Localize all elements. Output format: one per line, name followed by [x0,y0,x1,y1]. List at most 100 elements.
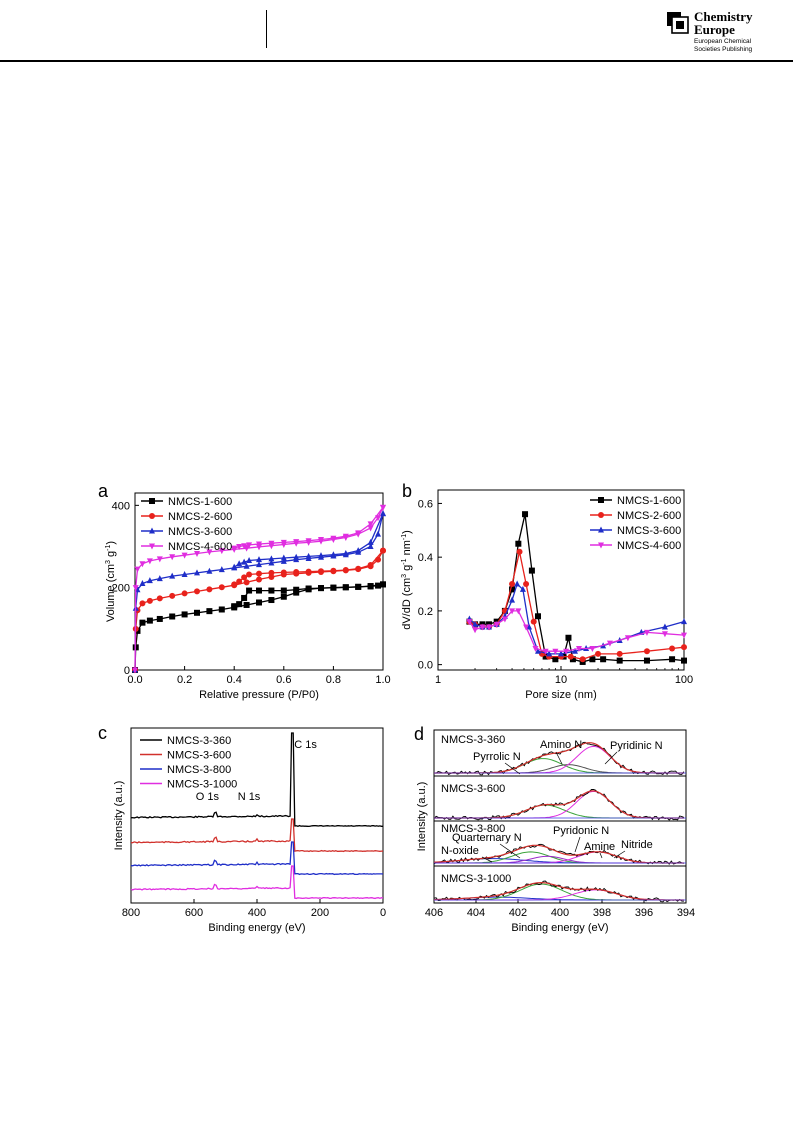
data-point [563,648,570,655]
data-point [236,560,243,567]
data-point [256,561,262,568]
data-point [139,619,146,626]
legend-label: NMCS-3-1000 [167,779,237,791]
annotation-amino-n: Amino N [540,739,582,751]
data-point [600,656,607,663]
data-point [256,570,262,577]
x-axis-tick-label: 0.8 [326,674,341,686]
data-point [472,627,479,634]
x-axis-label: Binding energy (eV) [511,922,608,934]
data-point [669,656,676,663]
data-point [194,551,200,558]
data-point [243,562,250,569]
series-line-NMCS-2-600 [469,551,685,660]
annotation-leader [604,751,618,765]
data-point [305,538,312,545]
data-point [236,544,243,551]
legend-label: NMCS-4-600 [617,540,681,552]
data-point [146,617,153,624]
logo-mark-icon [667,12,689,34]
x-axis-tick-label: 0.4 [227,674,242,686]
data-point [236,578,243,585]
x-axis-tick-label: 10 [555,674,567,686]
data-point [231,581,238,588]
x-axis-tick-label: 600 [185,907,203,919]
data-point [355,547,362,554]
x-axis-tick-label: 200 [311,907,329,919]
data-point [194,569,200,576]
panel-a: a 0.0 0.2 0.4 0.6 0.8 1.0 0 200 400 Relative press… [98,481,391,701]
data-point [280,554,287,561]
data-point [375,530,382,537]
annotation-quarternary-n: Quarternary N [452,832,522,844]
data-point [241,594,248,601]
data-point [501,616,508,623]
data-point [552,648,559,655]
data-point [669,645,676,652]
data-point [206,567,213,574]
x-axis-tick-label: 394 [677,907,695,919]
x-axis-tick-label: 800 [122,907,140,919]
data-point [305,568,312,575]
annotation-leader [481,856,493,863]
annotation-nitride: Nitride [621,839,653,851]
data-point [534,647,541,654]
x-axis-tick-label: 0.2 [177,674,192,686]
data-point [589,646,596,653]
data-point [509,608,516,615]
data-point [318,585,324,592]
data-point [139,580,146,587]
data-point [616,650,623,657]
x-axis-label: Pore size (nm) [525,689,597,701]
legend-marker [598,526,604,533]
data-point [522,511,529,518]
data-point [579,656,586,663]
data-point [146,597,153,604]
y-axis-label: Intensity (a.u.) [416,782,428,852]
subplot-title: NMCS-3-800 [441,823,505,835]
data-point [493,621,500,628]
x-axis-tick-label: 0.0 [127,674,142,686]
x-axis-tick-label: 398 [593,907,611,919]
legend-label: NMCS-4-600 [168,541,232,553]
annotation-pyrrolic-n: Pyrrolic N [473,751,521,763]
logo-subtitle-line2: Societies Publishing [694,46,753,53]
panel-d: d 406 404 402 400 398 396 394 Binding energy (eV… [414,724,695,934]
annotation-leader [499,843,521,859]
x-axis-tick-label: 406 [425,907,443,919]
data-point [156,575,163,582]
annotation-leader [504,762,521,775]
data-point [534,613,541,620]
panel-c: c 800 600 400 200 0 Binding energy (eV) Intensi… [98,723,386,934]
data-point [681,657,687,664]
y-axis-tick-label: 0.0 [418,660,433,672]
legend-label: NMCS-2-600 [168,511,232,523]
data-point [367,525,374,532]
x-axis-tick-label: 400 [551,907,569,919]
legend-label: NMCS-1-600 [617,495,681,507]
header-separator-line [266,10,267,48]
data-point [479,624,486,631]
data-point [342,566,349,573]
data-point [318,537,324,544]
data-point [206,549,213,556]
data-point [293,539,300,546]
data-point [509,596,516,603]
data-point [218,566,225,573]
legend-marker [149,513,155,519]
data-point [139,600,146,607]
y-axis-label: Intensity (a.u.) [113,781,125,851]
data-point [552,656,559,663]
data-point [661,631,668,638]
subplot-title: NMCS-3-360 [441,734,505,746]
data-point [305,552,312,559]
data-point [661,623,668,630]
x-axis-label: Relative pressure (P/P0) [199,689,319,701]
data-point [567,653,574,660]
data-point [246,557,253,564]
data-point [380,581,386,588]
data-point [236,601,243,608]
legend-marker [149,543,155,550]
data-point [293,553,300,560]
data-point [246,571,253,578]
